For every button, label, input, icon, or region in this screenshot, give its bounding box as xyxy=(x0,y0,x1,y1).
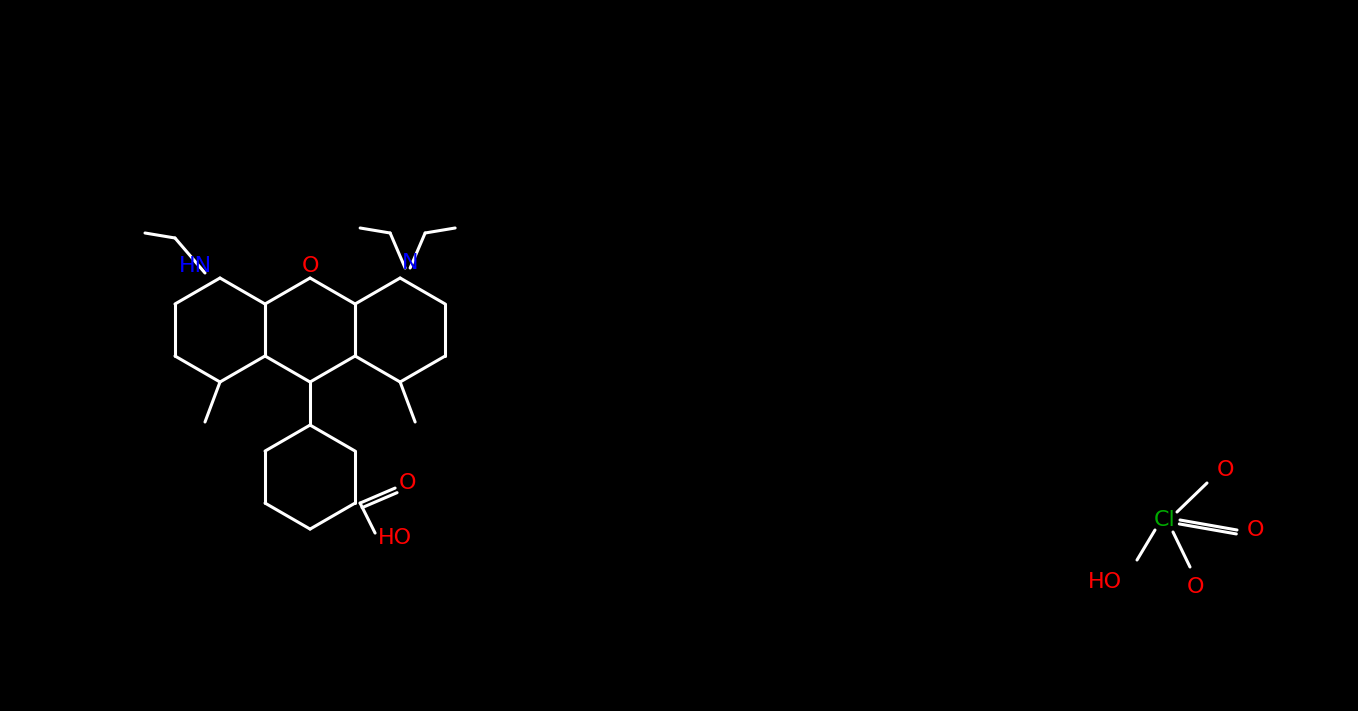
Text: O: O xyxy=(1187,577,1203,597)
Text: HO: HO xyxy=(378,528,413,548)
Text: Cl: Cl xyxy=(1154,510,1176,530)
Text: O: O xyxy=(1247,520,1264,540)
Text: HN: HN xyxy=(178,256,212,276)
Text: O: O xyxy=(1217,460,1234,480)
Text: HO: HO xyxy=(1088,572,1122,592)
Text: N: N xyxy=(402,253,418,273)
Text: O: O xyxy=(398,473,416,493)
Text: O: O xyxy=(301,256,319,276)
